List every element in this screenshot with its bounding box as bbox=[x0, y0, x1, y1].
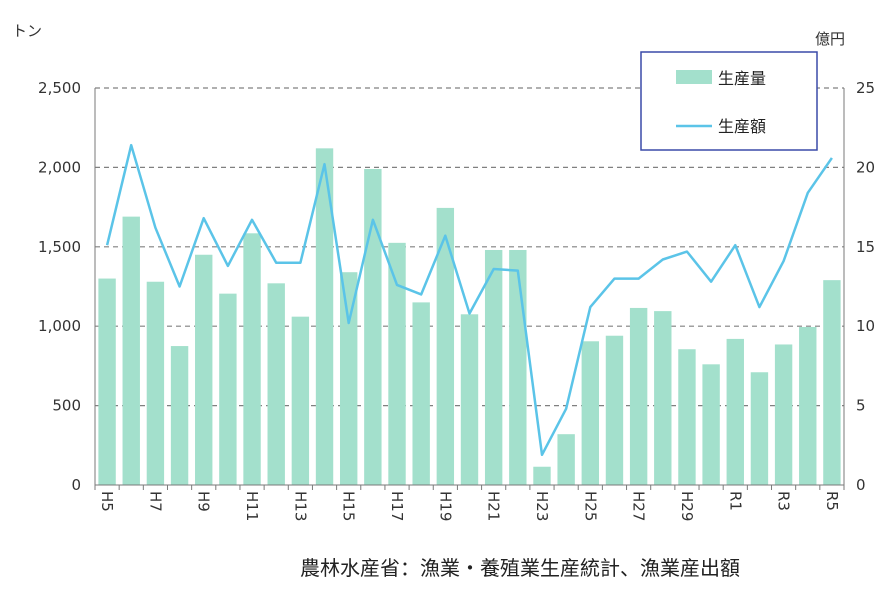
x-tick-label: H5 bbox=[98, 491, 116, 512]
left-axis-ticks: 0 500 1,000 1,500 2,000 2,500 bbox=[38, 79, 81, 494]
bar-H26 bbox=[605, 335, 624, 485]
left-tick-label: 2,500 bbox=[38, 79, 81, 97]
x-tick-label: H27 bbox=[630, 491, 648, 521]
bar-H22 bbox=[509, 249, 527, 485]
bar-H15 bbox=[339, 272, 358, 485]
x-tick-label: H13 bbox=[291, 491, 309, 521]
bar-H13 bbox=[291, 316, 310, 485]
bar-H20 bbox=[460, 314, 479, 485]
bar-H30 bbox=[702, 364, 720, 485]
bar-H5 bbox=[98, 278, 116, 485]
bar-H17 bbox=[388, 242, 406, 485]
bar-R1 bbox=[726, 338, 744, 485]
left-tick-label: 1,000 bbox=[38, 317, 81, 335]
bar-H27 bbox=[629, 307, 648, 485]
bar-H11 bbox=[243, 233, 261, 485]
right-tick-label: 20 bbox=[856, 158, 875, 176]
bar-H12 bbox=[267, 283, 285, 485]
legend-label-bar: 生産量 bbox=[718, 69, 766, 88]
x-axis-ticks: H5 H7 H9 H11 H13 H15 H17 H19 H21 H23 H25 H27 H29 R1 R3… bbox=[98, 491, 841, 521]
x-tick-label: H11 bbox=[243, 491, 261, 521]
bar-H16 bbox=[364, 168, 382, 485]
bar-H10 bbox=[219, 293, 237, 485]
legend: 生産量 生産額 bbox=[640, 51, 818, 151]
x-tick-label: H17 bbox=[388, 491, 406, 521]
bar-H29 bbox=[678, 349, 696, 485]
bar-H23 bbox=[533, 466, 551, 485]
x-tick-label: R3 bbox=[775, 491, 793, 511]
right-tick-label: 15 bbox=[856, 238, 875, 256]
legend-box bbox=[640, 51, 818, 151]
x-tick-label: R5 bbox=[823, 491, 841, 511]
bar-R4 bbox=[799, 326, 817, 485]
left-tick-label: 2,000 bbox=[38, 158, 81, 176]
bar-R2 bbox=[750, 372, 769, 485]
left-axis-unit: トン bbox=[12, 22, 42, 40]
right-tick-label: 5 bbox=[856, 397, 866, 415]
bar-H25 bbox=[581, 341, 600, 485]
x-tick-label: H19 bbox=[436, 491, 454, 521]
right-tick-label: 25 bbox=[856, 79, 875, 97]
left-tick-label: 500 bbox=[52, 397, 81, 415]
bar-H21 bbox=[484, 249, 503, 485]
right-tick-label: 10 bbox=[856, 317, 875, 335]
axes bbox=[94, 88, 845, 490]
left-tick-label: 0 bbox=[71, 476, 81, 494]
source-note: 農林水産省：漁業・養殖業生産統計、漁業産出額 bbox=[300, 556, 740, 580]
bar-series bbox=[98, 148, 841, 486]
bar-H19 bbox=[436, 207, 455, 486]
x-tick-label: H21 bbox=[485, 491, 503, 521]
right-axis-ticks: 0 5 10 15 20 25 bbox=[856, 79, 875, 494]
x-tick-label: H7 bbox=[146, 491, 164, 512]
bar-H18 bbox=[412, 302, 430, 485]
bar-H14 bbox=[315, 148, 334, 485]
x-tick-label: H15 bbox=[340, 491, 358, 521]
bar-H9 bbox=[195, 254, 213, 485]
bar-H24 bbox=[557, 434, 575, 485]
line-series bbox=[105, 143, 833, 457]
x-tick-label: H29 bbox=[678, 491, 696, 521]
left-tick-label: 1,500 bbox=[38, 238, 81, 256]
right-tick-label: 0 bbox=[856, 476, 866, 494]
x-tick-label: R1 bbox=[726, 491, 744, 511]
x-tick-label: H9 bbox=[195, 491, 213, 512]
line-生産額 bbox=[105, 143, 833, 457]
x-tick-label: H23 bbox=[533, 491, 551, 521]
legend-swatch-bar bbox=[676, 70, 712, 84]
bar-R3 bbox=[774, 344, 793, 485]
x-tick-label: H25 bbox=[581, 491, 599, 521]
bar-H7 bbox=[146, 281, 165, 485]
bar-H8 bbox=[170, 346, 189, 485]
bar-H28 bbox=[654, 311, 672, 485]
bar-R5 bbox=[823, 280, 841, 485]
legend-label-line: 生産額 bbox=[718, 117, 766, 136]
bar-H6 bbox=[122, 216, 140, 486]
right-axis-unit: 億円 bbox=[815, 30, 845, 48]
